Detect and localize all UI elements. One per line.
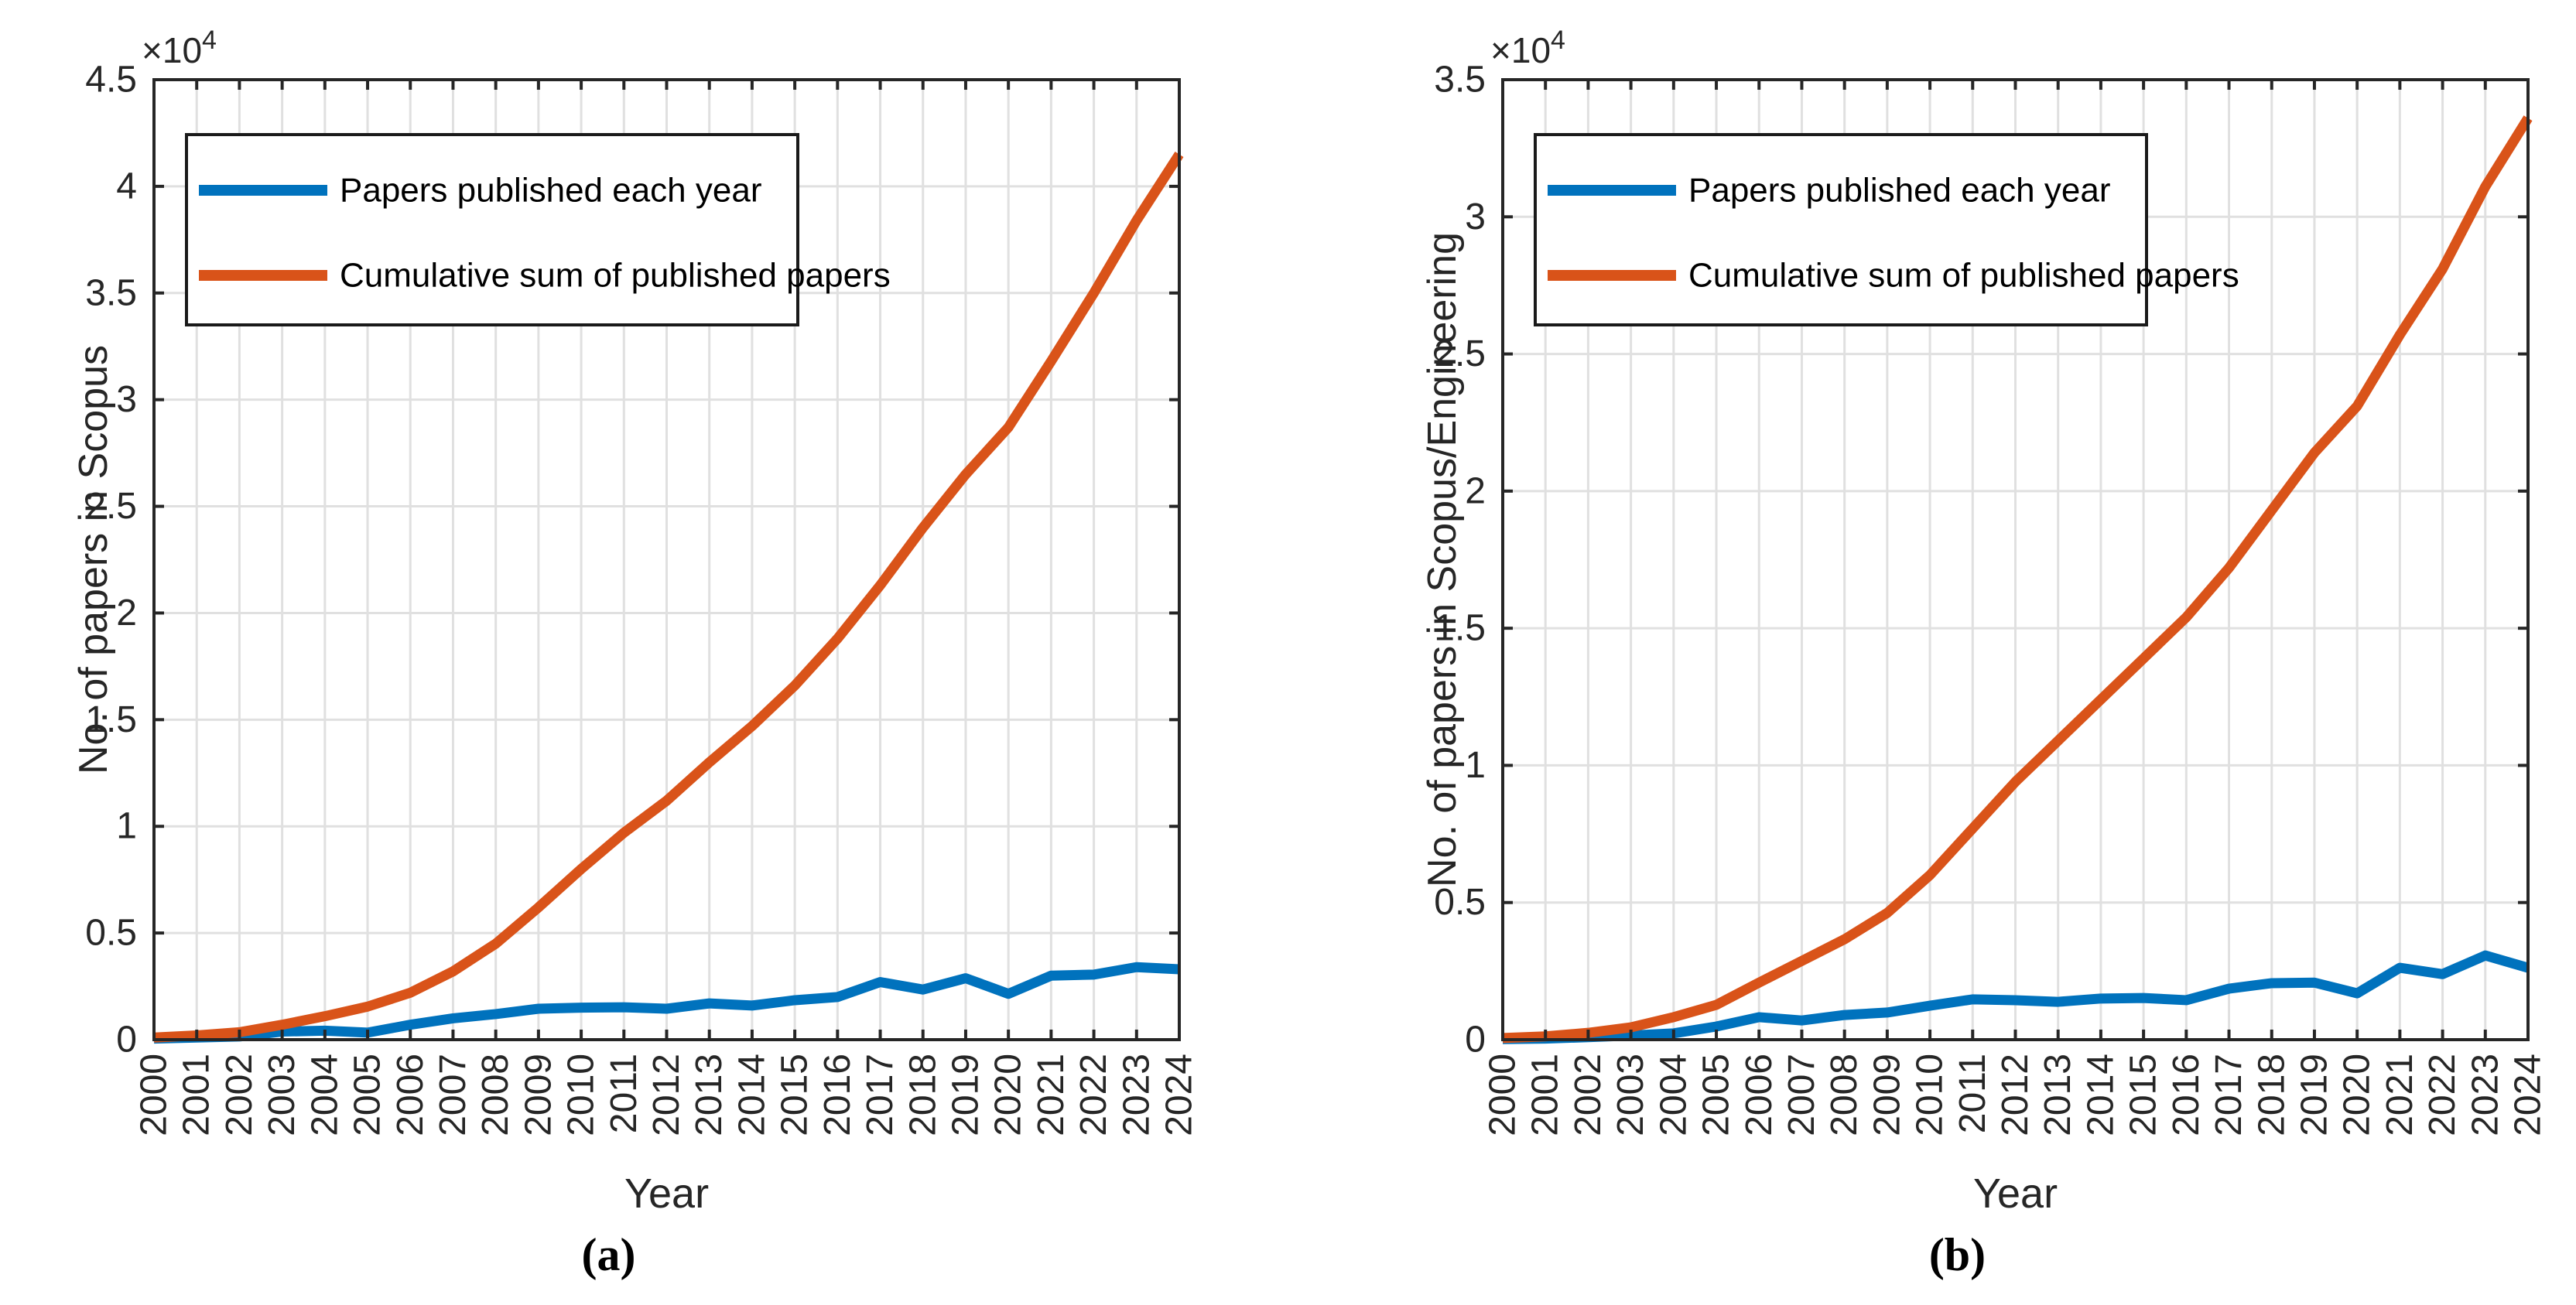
x-tick-label: 2022 xyxy=(1073,1054,1114,1136)
y-tick-label: 1 xyxy=(1465,745,1486,786)
x-tick-label: 2010 xyxy=(1910,1054,1951,1136)
x-tick-label: 2003 xyxy=(262,1054,303,1136)
x-tick-label: 2014 xyxy=(2080,1054,2121,1136)
series-cumulative-line xyxy=(153,151,1184,1043)
y-tick-label: 4 xyxy=(116,166,137,207)
x-tick-label: 2015 xyxy=(2123,1054,2164,1136)
x-tick-label: 2017 xyxy=(860,1054,901,1136)
x-tick-label: 2009 xyxy=(1866,1054,1907,1136)
y-tick-label: 1 xyxy=(116,806,137,847)
legend-entry-label: Papers published each year xyxy=(340,172,761,210)
y-tick-label: 0 xyxy=(1465,1020,1486,1061)
y-tick-labels: 0 0.5 1 1.5 2 2.5 3 3.5 xyxy=(1434,60,1486,1061)
x-tick-label: 2017 xyxy=(2208,1054,2249,1136)
y-tick-label: 3.5 xyxy=(85,272,137,313)
y-axis-label: No. of papers in Scopus/Engineering xyxy=(1420,232,1465,887)
x-tick-label: 2002 xyxy=(1568,1054,1609,1136)
x-tick-label: 2005 xyxy=(1696,1054,1737,1136)
x-tick-label: 2019 xyxy=(945,1054,986,1136)
y-tick-label: 0 xyxy=(116,1020,137,1061)
x-tick-label: 2016 xyxy=(817,1054,858,1136)
x-tick-label: 2004 xyxy=(1653,1054,1694,1136)
x-tick-label: 2021 xyxy=(1031,1054,1072,1136)
x-tick-label: 2023 xyxy=(1116,1054,1157,1136)
x-tick-label: 2006 xyxy=(1739,1054,1780,1136)
x-tick-label: 2000 xyxy=(1483,1054,1524,1136)
x-tick-label: 2008 xyxy=(1824,1054,1865,1136)
x-tick-label: 2008 xyxy=(475,1054,516,1136)
x-tick-label: 2012 xyxy=(1995,1054,2036,1136)
legend-entry-label: Papers published each year xyxy=(1688,172,2110,210)
x-tick-label: 2013 xyxy=(2037,1054,2078,1136)
legend-entry-label: Cumulative sum of published papers xyxy=(340,257,891,295)
x-tick-label: 2007 xyxy=(1781,1054,1822,1136)
x-axis-label-a: Year xyxy=(624,1170,710,1217)
x-tick-label: 2012 xyxy=(646,1054,687,1136)
y-tick-label: 1.5 xyxy=(85,699,137,740)
x-tick-label: 2001 xyxy=(176,1054,217,1136)
x-tick-label: 2007 xyxy=(433,1054,474,1136)
y-tick-label: 2.5 xyxy=(85,486,137,527)
caption-a: (a) xyxy=(581,1229,636,1280)
x-tick-label: 2011 xyxy=(604,1054,645,1133)
x-tick-label: 2019 xyxy=(2294,1054,2335,1136)
y-tick-label: 3 xyxy=(116,379,137,420)
x-tick-label: 2014 xyxy=(731,1054,772,1136)
chart-a: 0 0.5 1 1.5 2 2.5 3 3.5 4 4.5 2000 2001 2002 2003 2004… xyxy=(71,26,1200,1136)
x-tick-label: 2006 xyxy=(390,1054,431,1136)
x-tick-label: 2000 xyxy=(134,1054,175,1136)
y-tick-label: 1.5 xyxy=(1434,608,1486,649)
legend-box xyxy=(185,133,799,326)
x-tick-label: 2024 xyxy=(2508,1054,2549,1136)
x-tick-labels: 2000 2001 2002 2003 2004 2005 2006 2007 2008 2009… xyxy=(134,1054,1200,1136)
legend: Papers published each year Cumulative sum… xyxy=(185,133,891,326)
x-tick-label: 2020 xyxy=(988,1054,1029,1136)
y-tick-label: 0.5 xyxy=(1434,882,1486,923)
x-tick-label: 2005 xyxy=(347,1054,388,1136)
x-tick-label: 2018 xyxy=(902,1054,943,1136)
tick-marks xyxy=(1501,78,2530,1041)
x-tick-label: 2009 xyxy=(518,1054,559,1136)
chart-b: 0 0.5 1 1.5 2 2.5 3 3.5 2000 2001 2002 2003 2004 2005… xyxy=(1420,26,2549,1136)
y-axis-exponent-label: ×104 xyxy=(1490,26,1565,70)
series-cumulative-line xyxy=(1502,115,2533,1044)
y-axis-exponent-label: ×104 xyxy=(142,26,217,70)
legend-box xyxy=(1534,133,2148,326)
y-tick-labels: 0 0.5 1 1.5 2 2.5 3 3.5 4 4.5 xyxy=(85,60,137,1061)
x-tick-label: 2004 xyxy=(304,1054,345,1136)
x-tick-label: 2022 xyxy=(2422,1054,2463,1136)
x-tick-label: 2002 xyxy=(219,1054,260,1136)
x-tick-label: 2015 xyxy=(775,1054,816,1136)
x-axis-label-b: Year xyxy=(1972,1170,2058,1217)
y-tick-label: 2 xyxy=(1465,470,1486,511)
x-tick-label: 2024 xyxy=(1159,1054,1200,1136)
y-tick-label: 4.5 xyxy=(85,60,137,101)
y-tick-label: 2 xyxy=(116,593,137,634)
y-tick-label: 0.5 xyxy=(85,913,137,954)
y-axis-label: No. of papers in Scopus xyxy=(71,345,116,774)
x-tick-label: 2003 xyxy=(1610,1054,1651,1136)
y-tick-label: 3 xyxy=(1465,196,1486,237)
legend-entry-label: Cumulative sum of published papers xyxy=(1688,257,2239,295)
x-tick-label: 2001 xyxy=(1525,1054,1566,1136)
x-tick-label: 2021 xyxy=(2379,1054,2420,1136)
x-tick-label: 2013 xyxy=(689,1054,730,1136)
x-tick-label: 2016 xyxy=(2166,1054,2207,1136)
legend: Papers published each year Cumulative sum… xyxy=(1534,133,2239,326)
x-tick-label: 2020 xyxy=(2337,1054,2378,1136)
x-tick-label: 2023 xyxy=(2465,1054,2506,1136)
x-tick-label: 2010 xyxy=(561,1054,602,1136)
tick-marks xyxy=(152,78,1181,1041)
y-tick-label: 2.5 xyxy=(1434,333,1486,374)
x-tick-labels: 2000 2001 2002 2003 2004 2005 2006 2007 2008 2009… xyxy=(1483,1054,2549,1136)
x-tick-label: 2018 xyxy=(2251,1054,2292,1136)
y-tick-label: 3.5 xyxy=(1434,60,1486,101)
caption-b: (b) xyxy=(1928,1229,1986,1280)
x-tick-label: 2011 xyxy=(1952,1054,1993,1133)
